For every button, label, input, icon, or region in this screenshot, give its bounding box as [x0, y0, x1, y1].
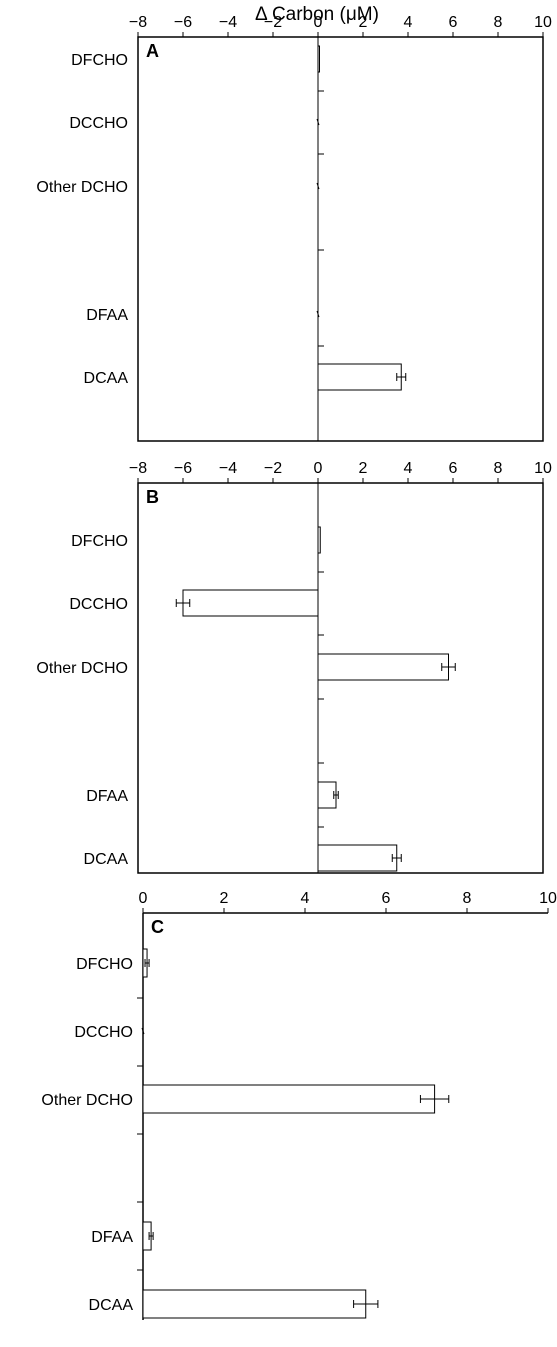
panel-a: −8 −6 −4 −2 0 2 4 6 8 10 A DFCHO DCCHO Other DCHO DFAA… — [36, 14, 552, 442]
bar — [317, 45, 320, 73]
x-tick-label: 0 — [139, 890, 148, 907]
x-tick-label: 2 — [220, 890, 229, 907]
panel-c: 0 2 4 6 8 10 C DFCHO DCCHO Other DCHO DFAA DCAA — [41, 890, 557, 1320]
bar — [182, 589, 319, 617]
category-label: DFAA — [86, 307, 128, 324]
x-tick-label: 6 — [449, 14, 458, 31]
bar — [317, 653, 449, 681]
x-axis-title: Δ Carbon (μM) — [255, 4, 379, 25]
zero-value-mark — [316, 182, 320, 190]
category-label: Other DCHO — [36, 179, 128, 196]
category-label: DFCHO — [71, 533, 128, 550]
x-tick-label: −6 — [174, 14, 192, 31]
category-label: Other DCHO — [36, 660, 128, 677]
bar — [142, 1289, 367, 1319]
x-tick-label: 10 — [539, 890, 557, 907]
x-tick-label: 0 — [314, 14, 323, 31]
x-tick-label: 2 — [359, 14, 368, 31]
x-tick-label: 6 — [382, 890, 391, 907]
panel-letter: A — [146, 41, 159, 61]
category-label: DCCHO — [74, 1024, 133, 1041]
x-tick-label: 8 — [494, 460, 503, 477]
category-label: DFAA — [91, 1229, 133, 1246]
x-tick-label: −2 — [264, 460, 282, 477]
x-tick-label: 4 — [301, 890, 310, 907]
bar — [317, 363, 402, 391]
zero-value-mark — [316, 118, 320, 126]
bar — [142, 1084, 436, 1114]
x-tick-label: 4 — [404, 460, 413, 477]
category-label: DCAA — [84, 851, 129, 868]
zero-value-mark — [316, 310, 320, 318]
x-tick-label: −4 — [219, 460, 237, 477]
category-label: DCAA — [89, 1297, 134, 1314]
category-label: DCCHO — [69, 596, 128, 613]
x-tick-label: −4 — [219, 14, 237, 31]
bar — [317, 844, 398, 872]
category-label: DFAA — [86, 788, 128, 805]
panel-letter: C — [151, 917, 164, 937]
x-tick-label: 4 — [404, 14, 413, 31]
x-tick-label: −6 — [174, 460, 192, 477]
category-label: DFCHO — [76, 956, 133, 973]
category-label: Other DCHO — [41, 1092, 133, 1109]
x-tick-label: −8 — [129, 460, 147, 477]
panel-b: −8 −6 −4 −2 0 2 4 6 8 10 B DFCHO DCCHO Other DCHO DFAA… — [36, 460, 552, 874]
x-tick-label: −8 — [129, 14, 147, 31]
category-label: DCCHO — [69, 115, 128, 132]
panel-frame — [137, 482, 544, 874]
x-tick-label: 0 — [314, 460, 323, 477]
panel-frame — [137, 36, 544, 442]
panel-letter: B — [146, 487, 159, 507]
x-tick-label: 10 — [534, 460, 552, 477]
x-tick-label: 2 — [359, 460, 368, 477]
bar — [317, 526, 321, 554]
x-tick-label: −2 — [264, 14, 282, 31]
x-tick-label: 8 — [494, 14, 503, 31]
category-label: DFCHO — [71, 52, 128, 69]
x-tick-label: 8 — [463, 890, 472, 907]
x-tick-label: 6 — [449, 460, 458, 477]
category-label: DCAA — [84, 370, 129, 387]
zero-value-mark — [141, 1027, 145, 1035]
x-tick-label: 10 — [534, 14, 552, 31]
